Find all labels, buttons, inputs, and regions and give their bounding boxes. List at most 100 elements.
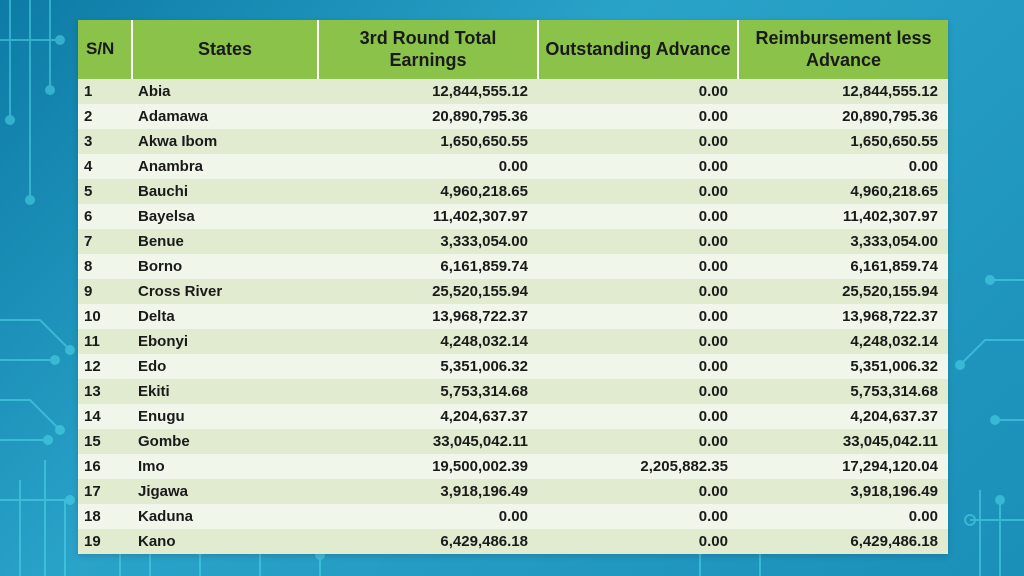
cell-sn: 17 (78, 479, 132, 504)
table-row: 10Delta13,968,722.370.0013,968,722.37 (78, 304, 948, 329)
table-row: 16Imo19,500,002.392,205,882.3517,294,120… (78, 454, 948, 479)
cell-earn: 0.00 (318, 154, 538, 179)
cell-adv: 2,205,882.35 (538, 454, 738, 479)
cell-state: Akwa Ibom (132, 129, 318, 154)
cell-sn: 15 (78, 429, 132, 454)
cell-earn: 4,960,218.65 (318, 179, 538, 204)
table-body: 1Abia12,844,555.120.0012,844,555.122Adam… (78, 79, 948, 554)
cell-reimb: 3,918,196.49 (738, 479, 948, 504)
cell-reimb: 13,968,722.37 (738, 304, 948, 329)
cell-earn: 1,650,650.55 (318, 129, 538, 154)
cell-state: Gombe (132, 429, 318, 454)
cell-adv: 0.00 (538, 229, 738, 254)
table-row: 5Bauchi4,960,218.650.004,960,218.65 (78, 179, 948, 204)
cell-state: Ebonyi (132, 329, 318, 354)
cell-earn: 5,351,006.32 (318, 354, 538, 379)
table-row: 17Jigawa3,918,196.490.003,918,196.49 (78, 479, 948, 504)
cell-adv: 0.00 (538, 529, 738, 554)
header-reimb: Reimbursement less Advance (738, 20, 948, 79)
cell-earn: 5,753,314.68 (318, 379, 538, 404)
cell-earn: 13,968,722.37 (318, 304, 538, 329)
header-earn: 3rd Round Total Earnings (318, 20, 538, 79)
cell-state: Jigawa (132, 479, 318, 504)
cell-earn: 0.00 (318, 504, 538, 529)
table-row: 15Gombe33,045,042.110.0033,045,042.11 (78, 429, 948, 454)
table-row: 3Akwa Ibom1,650,650.550.001,650,650.55 (78, 129, 948, 154)
cell-adv: 0.00 (538, 179, 738, 204)
cell-adv: 0.00 (538, 279, 738, 304)
table-row: 6Bayelsa11,402,307.970.0011,402,307.97 (78, 204, 948, 229)
cell-earn: 25,520,155.94 (318, 279, 538, 304)
cell-sn: 14 (78, 404, 132, 429)
cell-sn: 1 (78, 79, 132, 104)
cell-adv: 0.00 (538, 254, 738, 279)
cell-state: Benue (132, 229, 318, 254)
cell-earn: 3,918,196.49 (318, 479, 538, 504)
cell-sn: 10 (78, 304, 132, 329)
table-row: 14Enugu4,204,637.370.004,204,637.37 (78, 404, 948, 429)
cell-adv: 0.00 (538, 354, 738, 379)
cell-adv: 0.00 (538, 304, 738, 329)
earnings-table-container: S/N States 3rd Round Total Earnings Outs… (78, 20, 948, 554)
cell-earn: 11,402,307.97 (318, 204, 538, 229)
cell-adv: 0.00 (538, 379, 738, 404)
cell-reimb: 4,204,637.37 (738, 404, 948, 429)
cell-state: Enugu (132, 404, 318, 429)
cell-state: Borno (132, 254, 318, 279)
table-row: 9Cross River25,520,155.940.0025,520,155.… (78, 279, 948, 304)
cell-state: Bauchi (132, 179, 318, 204)
cell-state: Adamawa (132, 104, 318, 129)
cell-sn: 18 (78, 504, 132, 529)
table-row: 2Adamawa20,890,795.360.0020,890,795.36 (78, 104, 948, 129)
cell-state: Edo (132, 354, 318, 379)
cell-earn: 6,161,859.74 (318, 254, 538, 279)
cell-reimb: 0.00 (738, 154, 948, 179)
table-row: 12Edo5,351,006.320.005,351,006.32 (78, 354, 948, 379)
table-row: 4Anambra0.000.000.00 (78, 154, 948, 179)
cell-adv: 0.00 (538, 329, 738, 354)
cell-sn: 8 (78, 254, 132, 279)
cell-state: Ekiti (132, 379, 318, 404)
cell-state: Kano (132, 529, 318, 554)
table-row: 19Kano6,429,486.180.006,429,486.18 (78, 529, 948, 554)
cell-sn: 19 (78, 529, 132, 554)
cell-sn: 6 (78, 204, 132, 229)
cell-adv: 0.00 (538, 204, 738, 229)
cell-earn: 12,844,555.12 (318, 79, 538, 104)
table-row: 18Kaduna0.000.000.00 (78, 504, 948, 529)
cell-sn: 5 (78, 179, 132, 204)
table-row: 8Borno6,161,859.740.006,161,859.74 (78, 254, 948, 279)
cell-sn: 7 (78, 229, 132, 254)
cell-earn: 33,045,042.11 (318, 429, 538, 454)
cell-sn: 12 (78, 354, 132, 379)
cell-earn: 19,500,002.39 (318, 454, 538, 479)
cell-sn: 9 (78, 279, 132, 304)
header-sn: S/N (78, 20, 132, 79)
cell-state: Abia (132, 79, 318, 104)
cell-adv: 0.00 (538, 79, 738, 104)
table-row: 13Ekiti5,753,314.680.005,753,314.68 (78, 379, 948, 404)
cell-reimb: 3,333,054.00 (738, 229, 948, 254)
cell-reimb: 11,402,307.97 (738, 204, 948, 229)
cell-state: Kaduna (132, 504, 318, 529)
cell-adv: 0.00 (538, 504, 738, 529)
cell-reimb: 4,960,218.65 (738, 179, 948, 204)
table-header: S/N States 3rd Round Total Earnings Outs… (78, 20, 948, 79)
cell-adv: 0.00 (538, 154, 738, 179)
cell-reimb: 5,753,314.68 (738, 379, 948, 404)
cell-adv: 0.00 (538, 104, 738, 129)
table-row: 7Benue3,333,054.000.003,333,054.00 (78, 229, 948, 254)
cell-earn: 6,429,486.18 (318, 529, 538, 554)
cell-state: Anambra (132, 154, 318, 179)
cell-adv: 0.00 (538, 404, 738, 429)
cell-state: Bayelsa (132, 204, 318, 229)
cell-reimb: 6,429,486.18 (738, 529, 948, 554)
cell-adv: 0.00 (538, 129, 738, 154)
cell-reimb: 6,161,859.74 (738, 254, 948, 279)
cell-earn: 20,890,795.36 (318, 104, 538, 129)
cell-earn: 4,204,637.37 (318, 404, 538, 429)
cell-reimb: 25,520,155.94 (738, 279, 948, 304)
cell-reimb: 17,294,120.04 (738, 454, 948, 479)
table-row: 1Abia12,844,555.120.0012,844,555.12 (78, 79, 948, 104)
cell-reimb: 33,045,042.11 (738, 429, 948, 454)
